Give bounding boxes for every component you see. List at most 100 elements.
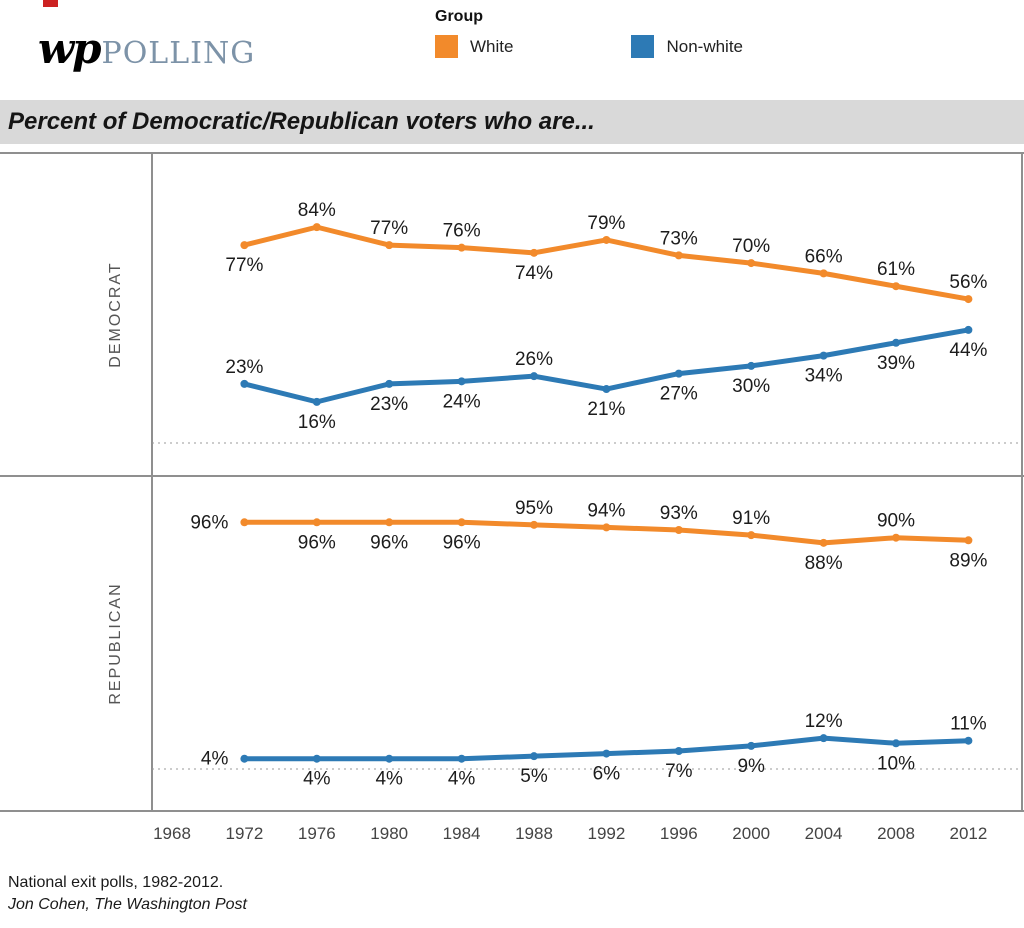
data-point-label: 4% — [303, 769, 331, 790]
clipped-red-artifact — [43, 0, 58, 7]
data-point — [385, 241, 394, 250]
data-point-label: 79% — [587, 213, 625, 234]
data-point — [385, 754, 394, 763]
data-point-label: 23% — [225, 357, 263, 378]
panel-label: DEMOCRAT — [107, 261, 124, 367]
data-point — [312, 518, 321, 527]
legend-items: White Non-white — [435, 35, 743, 58]
data-point-label: 66% — [805, 246, 843, 267]
data-point — [457, 243, 466, 252]
data-point — [964, 736, 973, 745]
data-point — [240, 518, 249, 527]
chart-title: Percent of Democratic/Republican voters … — [8, 108, 595, 135]
data-point — [674, 369, 683, 378]
data-point — [457, 754, 466, 763]
data-point-label: 96% — [370, 532, 408, 553]
data-point-label: 16% — [298, 412, 336, 433]
data-point-label: 4% — [201, 749, 229, 770]
source-note: National exit polls, 1982-2012. — [8, 874, 224, 891]
data-point — [530, 520, 538, 529]
data-point — [240, 754, 249, 763]
data-point-label: 95% — [515, 498, 553, 519]
data-point-label: 93% — [660, 503, 698, 524]
legend-label-white: White — [470, 36, 514, 56]
data-point-label: 7% — [665, 761, 693, 782]
data-point — [530, 372, 538, 381]
data-point — [312, 754, 321, 763]
data-point — [892, 739, 900, 748]
x-tick-label: 1980 — [370, 824, 408, 843]
data-point-label: 39% — [877, 353, 915, 374]
data-point-label: 21% — [587, 399, 625, 420]
data-point-label: 90% — [877, 511, 915, 532]
data-point — [819, 269, 828, 278]
data-point-label: 94% — [587, 500, 625, 521]
legend-item-white: White — [435, 35, 513, 58]
data-point-label: 61% — [877, 259, 915, 280]
panel-label: REPUBLICAN — [107, 582, 124, 704]
logo-wp: wp — [38, 24, 102, 73]
data-point-label: 89% — [949, 550, 987, 571]
data-point-label: 10% — [877, 753, 915, 774]
data-point — [892, 533, 900, 542]
data-point-label: 11% — [950, 714, 987, 735]
data-point — [602, 749, 611, 758]
data-point-label: 73% — [660, 228, 698, 249]
data-point — [747, 361, 756, 370]
data-point-label: 91% — [732, 508, 770, 529]
legend-swatch-nonwhite — [631, 35, 655, 58]
data-point-label: 88% — [805, 553, 843, 574]
data-point — [602, 385, 611, 394]
data-point — [747, 531, 756, 540]
data-point — [819, 734, 828, 743]
data-point — [819, 351, 828, 360]
x-tick-label: 1992 — [587, 824, 625, 843]
data-point-label: 12% — [805, 711, 843, 732]
data-point — [602, 523, 611, 532]
data-point — [674, 251, 683, 260]
logo-polling: POLLING — [101, 36, 256, 71]
data-point-label: 5% — [520, 766, 548, 787]
data-point-label: 44% — [949, 340, 987, 361]
data-point-label: 23% — [370, 394, 408, 415]
data-point — [530, 248, 538, 257]
x-tick-label: 1988 — [515, 824, 553, 843]
data-point-label: 96% — [298, 532, 336, 553]
legend-swatch-white — [435, 35, 458, 58]
x-tick-label: 1968 — [153, 824, 191, 843]
data-point — [747, 741, 756, 750]
legend-title: Group — [435, 8, 483, 25]
x-tick-label: 1996 — [660, 824, 698, 843]
data-point-label: 4% — [448, 769, 476, 790]
data-point — [312, 397, 321, 406]
data-point — [240, 379, 249, 388]
x-tick-label: 1972 — [225, 824, 263, 843]
x-tick-label: 2008 — [877, 824, 915, 843]
data-point — [457, 518, 466, 527]
data-point — [964, 295, 973, 304]
data-point — [674, 747, 683, 756]
data-point-label: 77% — [370, 218, 408, 239]
chart-svg: 1968 1972 1976 1980 1984 1988 1992 1996 2000 2004… — [0, 152, 1024, 843]
data-point-label: 70% — [732, 236, 770, 257]
legend-item-nonwhite: Non-white — [631, 35, 743, 58]
data-point — [240, 241, 249, 250]
chart-legend: Group White Non-white — [435, 8, 743, 58]
data-point-label: 30% — [732, 376, 770, 397]
data-point-label: 9% — [737, 756, 765, 777]
data-point-label: 96% — [190, 512, 228, 533]
data-point — [312, 223, 321, 232]
data-point — [602, 235, 611, 244]
chart-area: 1968 1972 1976 1980 1984 1988 1992 1996 2000 2004… — [0, 151, 1024, 856]
byline: Jon Cohen, The Washington Post — [8, 895, 247, 913]
data-point-label: 4% — [375, 769, 403, 790]
data-point-label: 74% — [515, 263, 553, 284]
x-tick-label: 2000 — [732, 824, 770, 843]
data-point — [892, 282, 900, 291]
x-tick-label: 1984 — [443, 824, 481, 843]
data-point — [819, 538, 828, 547]
data-point — [747, 259, 756, 268]
footer: National exit polls, 1982-2012. Jon Cohe… — [8, 872, 247, 915]
header: wpPOLLING Group White Non-white — [0, 0, 1024, 100]
data-point-label: 77% — [225, 255, 263, 276]
